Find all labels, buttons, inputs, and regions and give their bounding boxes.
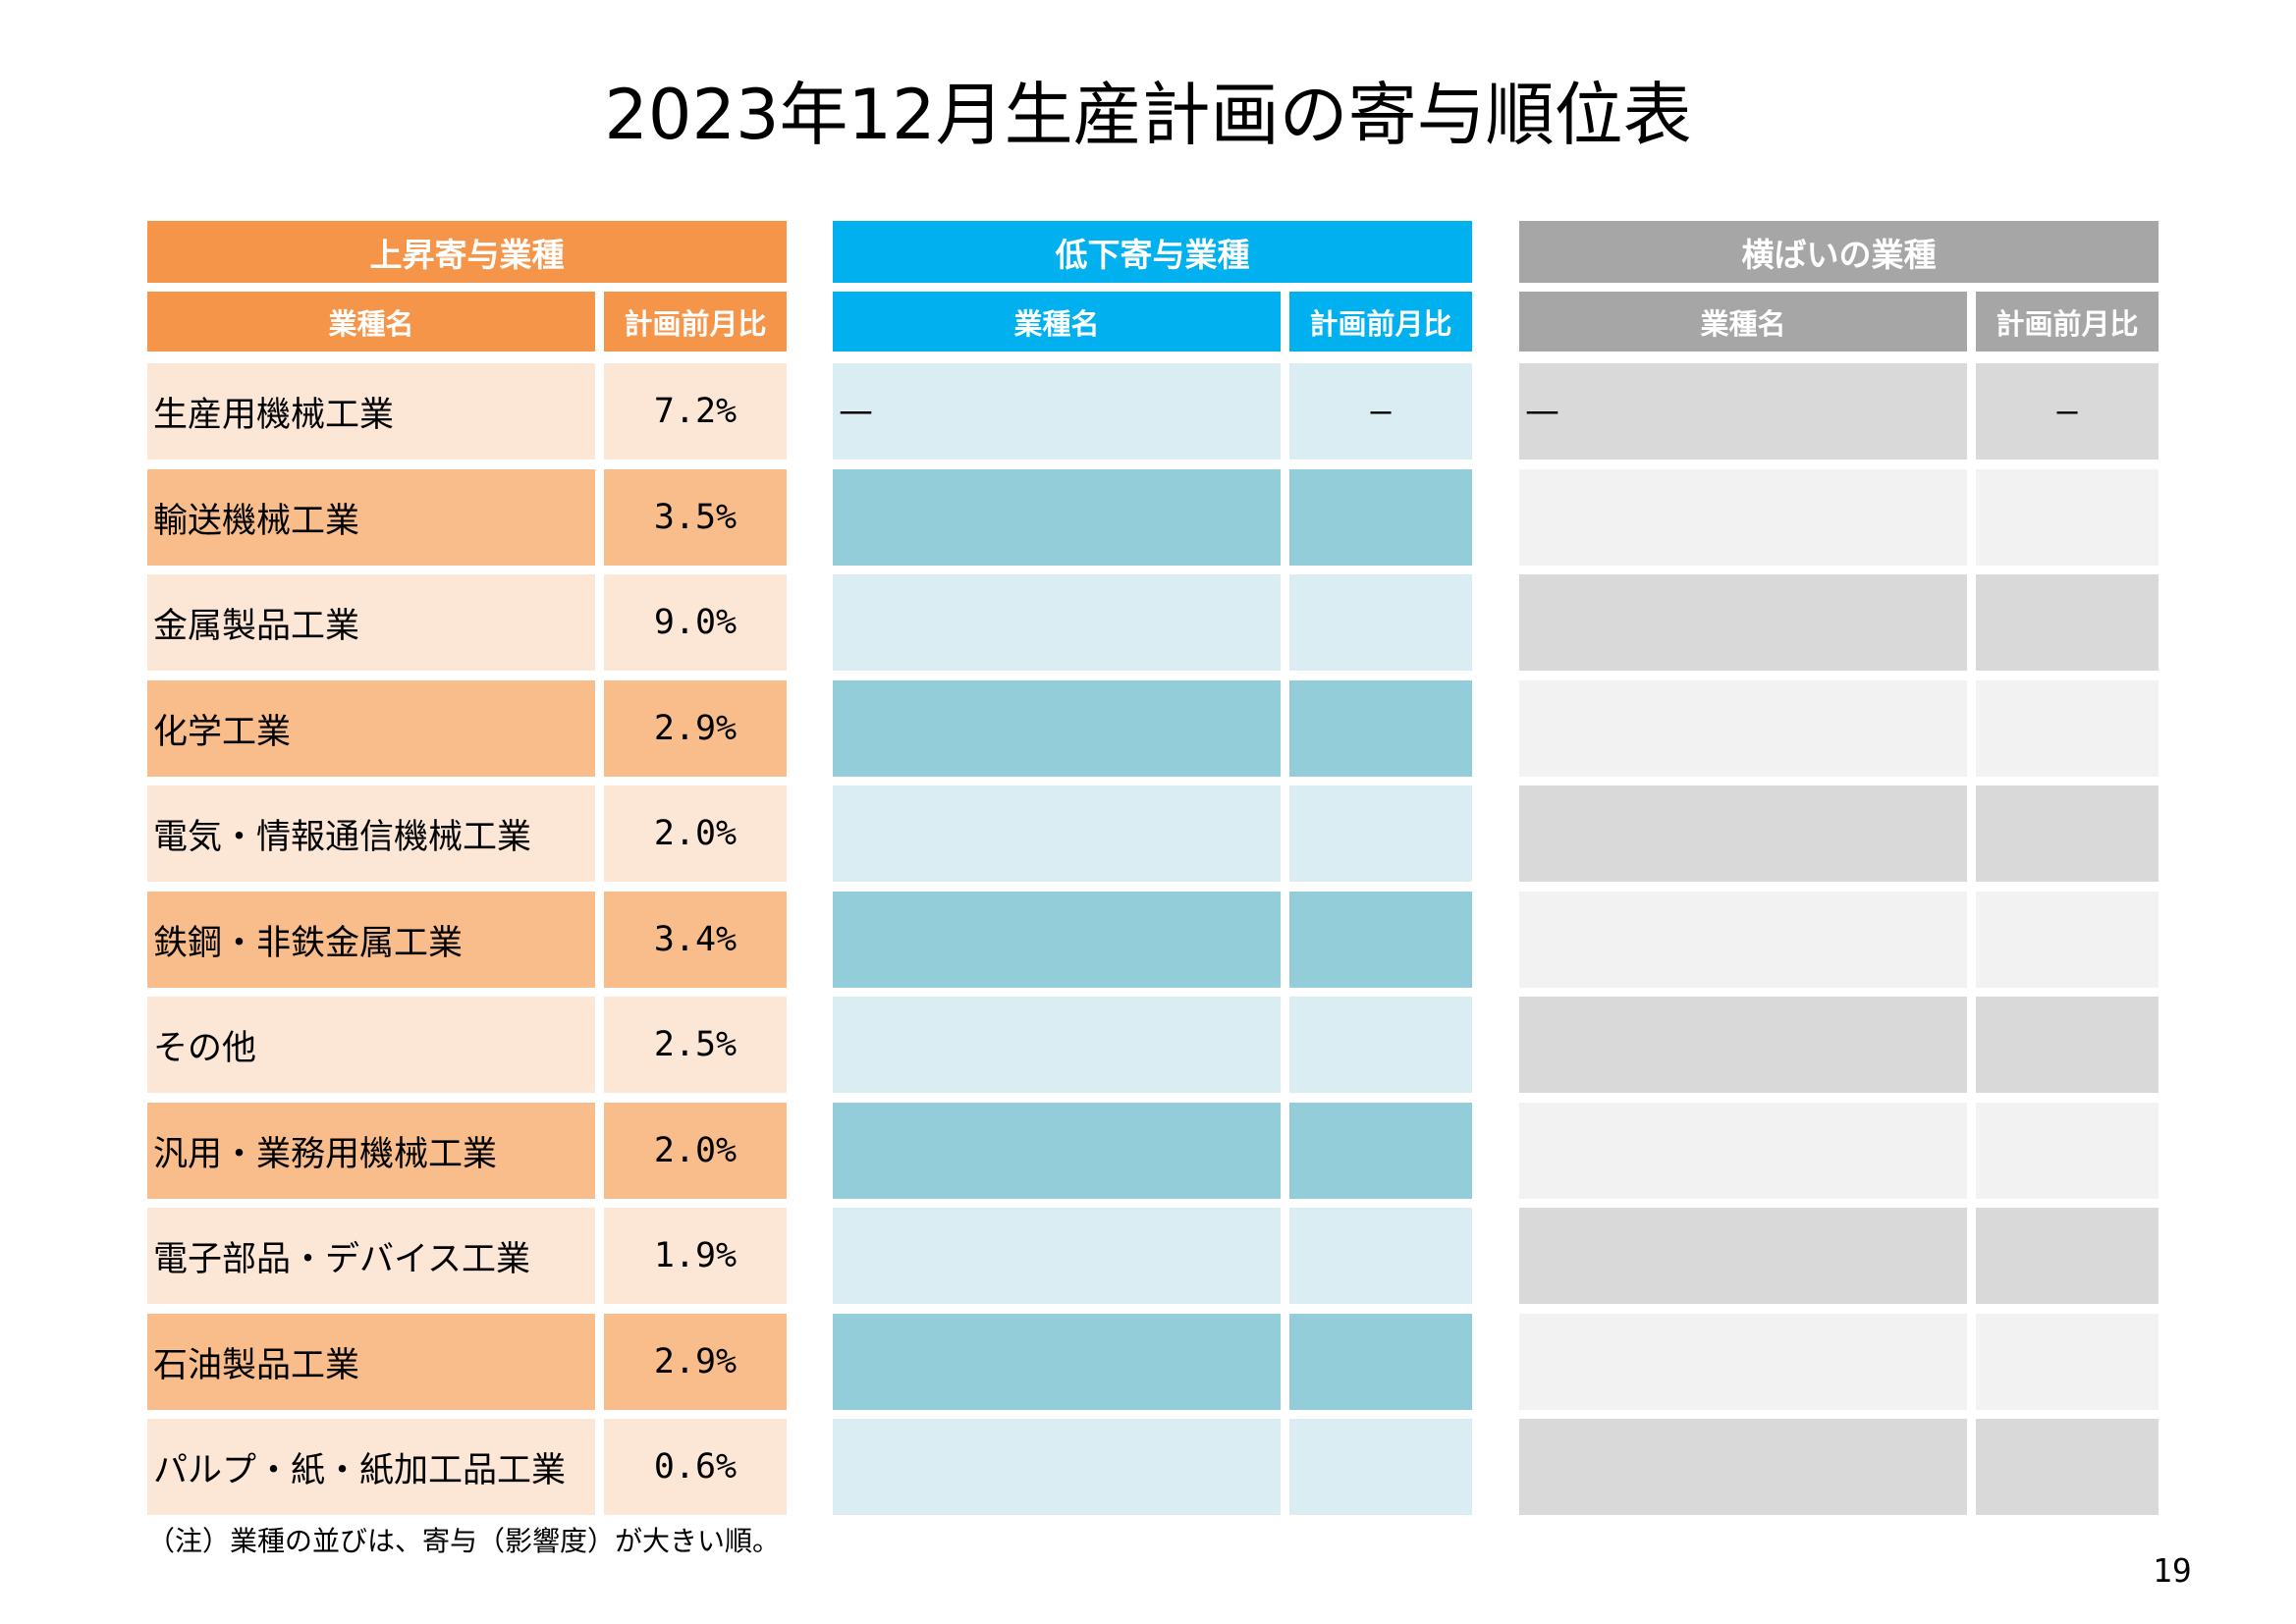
column-header-industry: 業種名 xyxy=(147,292,595,352)
industry-name-cell xyxy=(833,1103,1281,1199)
mom-value-cell: 2.9% xyxy=(604,680,787,777)
mom-value-cell xyxy=(1289,785,1472,882)
industry-name-cell xyxy=(833,1208,1281,1304)
industry-name-cell xyxy=(1519,1419,1967,1515)
industry-name-cell xyxy=(1519,1103,1967,1199)
column-header-mom: 計画前月比 xyxy=(604,292,787,352)
mom-value-cell xyxy=(1289,680,1472,777)
industry-name-cell xyxy=(833,997,1281,1093)
table-title: 低下寄与業種 xyxy=(833,221,1472,283)
industry-name-cell xyxy=(833,680,1281,777)
mom-value-cell xyxy=(1289,1103,1472,1199)
flat-industry-table: 横ばいの業種 業種名 計画前月比 — — xyxy=(1519,221,2159,1515)
page-title: 2023年12月生産計画の寄与順位表 xyxy=(604,75,1692,155)
fall-contribution-table: 低下寄与業種 業種名 計画前月比 — — xyxy=(833,221,1472,1515)
industry-name-cell xyxy=(1519,1208,1967,1304)
mom-value-cell xyxy=(1289,469,1472,566)
column-header-industry: 業種名 xyxy=(833,292,1281,352)
mom-value-cell: 7.2% xyxy=(604,363,787,460)
industry-name-cell: 輸送機械工業 xyxy=(147,469,595,566)
industry-name-cell xyxy=(833,574,1281,671)
mom-value-cell xyxy=(1976,892,2159,988)
industry-name-cell: 電子部品・デバイス工業 xyxy=(147,1208,595,1304)
mom-value-cell: 2.9% xyxy=(604,1314,787,1410)
footnote: （注）業種の並びは、寄与（影響度）が大きい順。 xyxy=(147,1525,781,1557)
industry-name-cell xyxy=(1519,574,1967,671)
mom-value-cell xyxy=(1289,997,1472,1093)
column-header-industry: 業種名 xyxy=(1519,292,1967,352)
industry-name-cell: 石油製品工業 xyxy=(147,1314,595,1410)
rise-contribution-table: 上昇寄与業種 業種名 計画前月比 生産用機械工業 7.2% 輸送機械工業 3.5% 金属製品工… xyxy=(147,221,787,1515)
industry-name-cell xyxy=(833,785,1281,882)
industry-name-cell xyxy=(1519,1314,1967,1410)
industry-name-cell: 汎用・業務用機械工業 xyxy=(147,1103,595,1199)
mom-value-cell xyxy=(1976,680,2159,777)
mom-value-cell: 9.0% xyxy=(604,574,787,671)
mom-value-cell: 3.5% xyxy=(604,469,787,566)
mom-value-cell: 2.0% xyxy=(604,785,787,882)
mom-value-cell xyxy=(1976,1314,2159,1410)
industry-name-cell xyxy=(833,1419,1281,1515)
industry-name-cell: 化学工業 xyxy=(147,680,595,777)
mom-value-cell xyxy=(1976,997,2159,1093)
industry-name-cell: パルプ・紙・紙加工品工業 xyxy=(147,1419,595,1515)
mom-value-cell xyxy=(1976,785,2159,882)
column-header-mom: 計画前月比 xyxy=(1976,292,2159,352)
mom-value-cell xyxy=(1976,469,2159,566)
industry-name-cell xyxy=(1519,997,1967,1093)
mom-value-cell: 1.9% xyxy=(604,1208,787,1304)
mom-value-cell: 3.4% xyxy=(604,892,787,988)
industry-name-cell: — xyxy=(1519,363,1967,460)
page-number: 19 xyxy=(2153,1551,2192,1590)
industry-name-cell: 金属製品工業 xyxy=(147,574,595,671)
industry-name-cell xyxy=(833,469,1281,566)
mom-value-cell xyxy=(1289,1314,1472,1410)
mom-value-cell xyxy=(1289,1208,1472,1304)
mom-value-cell xyxy=(1976,574,2159,671)
mom-value-cell: — xyxy=(1289,363,1472,460)
industry-name-cell: 鉄鋼・非鉄金属工業 xyxy=(147,892,595,988)
mom-value-cell: 2.0% xyxy=(604,1103,787,1199)
industry-name-cell xyxy=(1519,680,1967,777)
industry-name-cell xyxy=(833,1314,1281,1410)
mom-value-cell xyxy=(1289,1419,1472,1515)
mom-value-cell xyxy=(1289,892,1472,988)
industry-name-cell: 電気・情報通信機械工業 xyxy=(147,785,595,882)
table-title: 上昇寄与業種 xyxy=(147,221,787,283)
mom-value-cell: 0.6% xyxy=(604,1419,787,1515)
mom-value-cell xyxy=(1289,574,1472,671)
mom-value-cell xyxy=(1976,1419,2159,1515)
mom-value-cell xyxy=(1976,1208,2159,1304)
industry-name-cell xyxy=(1519,892,1967,988)
industry-name-cell xyxy=(1519,469,1967,566)
mom-value-cell: 2.5% xyxy=(604,997,787,1093)
industry-name-cell: 生産用機械工業 xyxy=(147,363,595,460)
industry-name-cell xyxy=(1519,785,1967,882)
industry-name-cell xyxy=(833,892,1281,988)
column-header-mom: 計画前月比 xyxy=(1289,292,1472,352)
industry-name-cell: その他 xyxy=(147,997,595,1093)
table-title: 横ばいの業種 xyxy=(1519,221,2159,283)
mom-value-cell xyxy=(1976,1103,2159,1199)
mom-value-cell: — xyxy=(1976,363,2159,460)
industry-name-cell: — xyxy=(833,363,1281,460)
